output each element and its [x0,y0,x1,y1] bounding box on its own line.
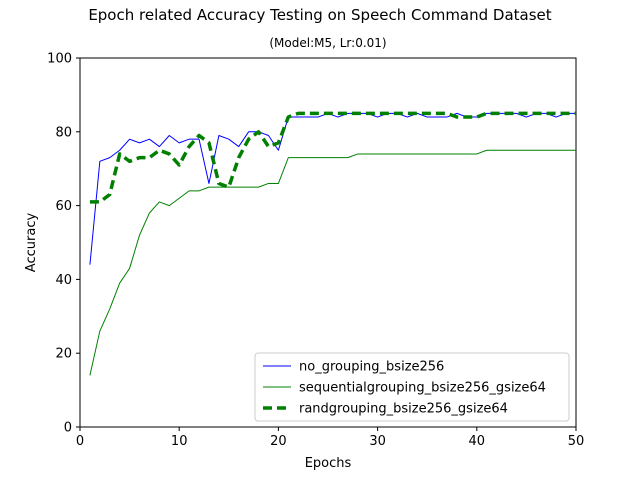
y-tick-label: 0 [64,421,72,436]
legend-label-0: no_grouping_bsize256 [299,360,444,375]
x-tick-label: 50 [568,434,585,449]
chart-title: Epoch related Accuracy Testing on Speech… [88,6,552,24]
x-tick-label: 30 [369,434,386,449]
x-tick-label: 0 [76,434,84,449]
x-tick-label: 20 [270,434,287,449]
y-tick-label: 100 [47,52,72,67]
chart-subtitle: (Model:M5, Lr:0.01) [269,36,387,50]
x-axis-label: Epochs [305,456,352,471]
legend: no_grouping_bsize256 sequentialgrouping_b… [254,352,570,422]
series-layer [89,111,576,376]
legend-label-2: randgrouping_bsize256_gsize64 [299,402,508,417]
axes-layer: 0 10 20 30 40 50 0 20 40 60 80 100 Epochs Accuracy [24,52,584,472]
y-tick-label: 60 [55,199,72,214]
y-axis-label: Accuracy [24,213,39,273]
y-tick-label: 20 [55,347,72,362]
series-line-2 [89,111,576,204]
x-tick-label: 10 [171,434,188,449]
y-tick-label: 80 [55,125,72,140]
x-tick-label: 40 [469,434,486,449]
series-line-1 [89,149,576,376]
legend-label-1: sequentialgrouping_bsize256_gsize64 [299,381,546,396]
y-tick-label: 40 [55,273,72,288]
legend-box [254,352,570,422]
